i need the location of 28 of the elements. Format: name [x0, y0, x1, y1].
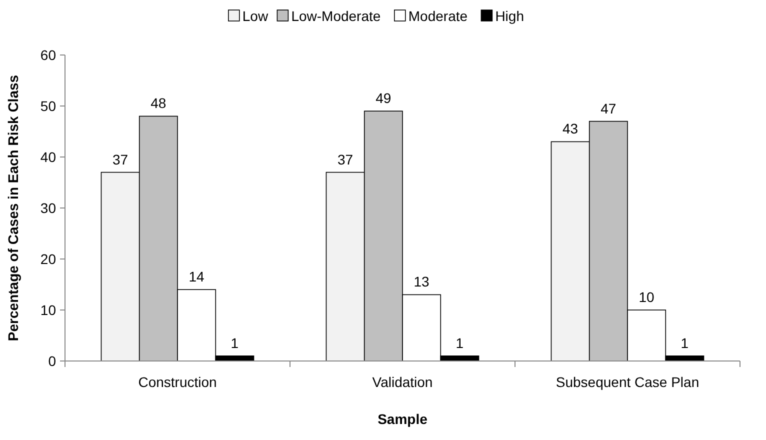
x-tick-label: Subsequent Case Plan	[556, 374, 700, 390]
data-label: 13	[414, 274, 430, 290]
y-tick-label: 40	[40, 148, 56, 165]
data-label: 37	[338, 151, 354, 168]
data-label: 1	[456, 334, 464, 351]
x-tick-label: Validation	[372, 374, 433, 390]
y-tick-label: 20	[40, 250, 56, 267]
data-label: 37	[112, 151, 128, 168]
y-tick-label: 60	[40, 46, 56, 63]
y-tick-label: 10	[40, 302, 56, 318]
data-label: 1	[230, 334, 239, 351]
y-tick-label: 30	[40, 200, 56, 216]
legend-label: High	[495, 8, 524, 24]
legend-label: Low-Moderate	[291, 8, 381, 24]
y-tick-label: 0	[48, 352, 56, 369]
data-label: 48	[150, 95, 166, 112]
legend-label: Low	[242, 8, 269, 24]
x-axis-title: Sample	[378, 411, 428, 427]
legend-label: Moderate	[408, 8, 468, 24]
data-label: 43	[562, 120, 578, 137]
data-label: 49	[376, 90, 392, 106]
data-label: 1	[680, 334, 689, 351]
y-tick-label: 50	[40, 98, 56, 114]
data-label: 47	[600, 100, 616, 116]
data-label: 14	[188, 268, 205, 285]
x-tick-label: Construction	[138, 374, 217, 390]
data-label: 10	[638, 289, 655, 305]
y-axis-title: Percentage of Cases in Each Risk Class	[5, 74, 21, 342]
